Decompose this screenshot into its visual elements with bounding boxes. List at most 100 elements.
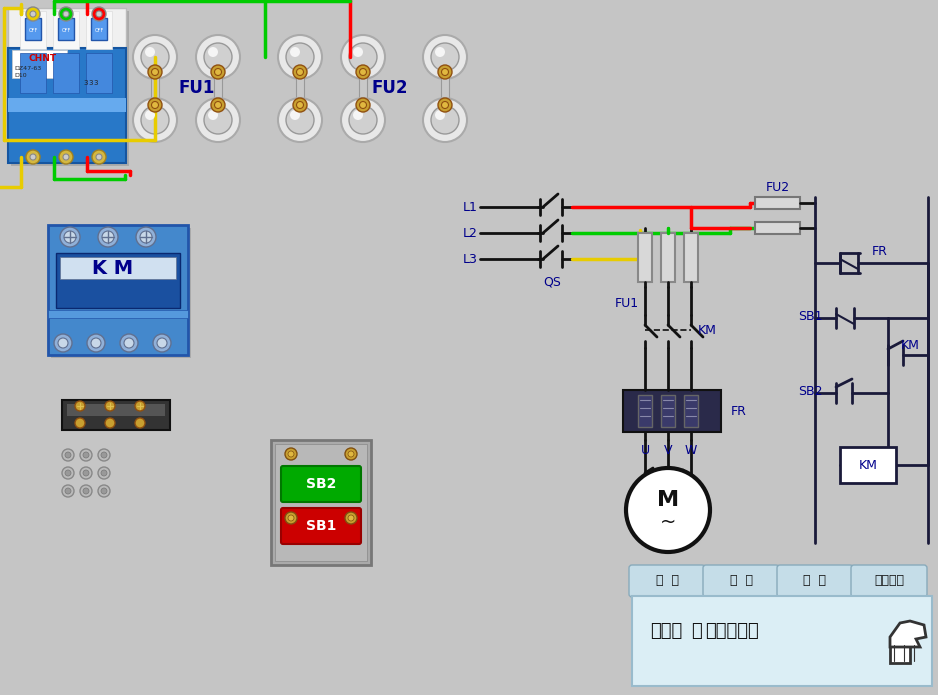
Circle shape <box>98 227 118 247</box>
Circle shape <box>438 98 452 112</box>
Text: L2: L2 <box>463 227 478 240</box>
Circle shape <box>293 98 307 112</box>
FancyBboxPatch shape <box>629 565 705 597</box>
Bar <box>12 50 67 78</box>
Text: OFF: OFF <box>95 28 103 33</box>
Text: KM: KM <box>858 459 877 471</box>
Circle shape <box>30 154 36 160</box>
Circle shape <box>341 98 385 142</box>
Circle shape <box>133 35 177 79</box>
Bar <box>890 645 910 663</box>
Circle shape <box>80 449 92 461</box>
Text: K M: K M <box>93 259 133 277</box>
Text: M: M <box>657 490 679 510</box>
Text: SB1: SB1 <box>798 309 823 322</box>
Text: CHNT: CHNT <box>28 54 56 63</box>
Circle shape <box>423 35 467 79</box>
Circle shape <box>157 338 167 348</box>
Circle shape <box>145 110 155 120</box>
Circle shape <box>341 35 385 79</box>
Circle shape <box>348 515 354 521</box>
Circle shape <box>92 7 106 21</box>
Text: U: U <box>641 443 649 457</box>
Circle shape <box>208 47 218 57</box>
Circle shape <box>83 488 89 494</box>
Circle shape <box>423 98 467 142</box>
Circle shape <box>62 449 74 461</box>
Bar <box>56 253 180 308</box>
Circle shape <box>152 101 159 108</box>
Circle shape <box>290 110 300 120</box>
Bar <box>638 395 652 427</box>
Bar <box>684 395 698 427</box>
Circle shape <box>211 98 225 112</box>
Bar <box>60 257 176 279</box>
Text: DZ47-63: DZ47-63 <box>14 65 41 70</box>
Bar <box>20 53 46 93</box>
FancyBboxPatch shape <box>777 565 853 597</box>
Circle shape <box>30 11 36 17</box>
Text: FR: FR <box>872 245 888 258</box>
Text: KM: KM <box>698 323 717 336</box>
FancyBboxPatch shape <box>703 565 779 597</box>
Circle shape <box>105 401 115 411</box>
Text: 保  存: 保 存 <box>730 575 752 587</box>
Text: ，请继续。: ，请继续。 <box>705 622 759 640</box>
Text: OFF: OFF <box>61 28 70 33</box>
Circle shape <box>65 452 71 458</box>
Circle shape <box>215 69 221 76</box>
Circle shape <box>26 150 40 164</box>
Circle shape <box>288 515 294 521</box>
Circle shape <box>59 7 73 21</box>
Circle shape <box>215 101 221 108</box>
Circle shape <box>349 43 377 71</box>
Circle shape <box>75 418 85 428</box>
Circle shape <box>208 110 218 120</box>
Bar <box>684 233 698 282</box>
Circle shape <box>153 334 171 352</box>
Circle shape <box>83 470 89 476</box>
Bar <box>441 72 449 105</box>
Bar <box>48 310 188 318</box>
Circle shape <box>290 47 300 57</box>
Circle shape <box>204 43 232 71</box>
Bar <box>632 596 932 686</box>
Circle shape <box>152 69 159 76</box>
Bar <box>661 395 675 427</box>
Circle shape <box>136 227 156 247</box>
Circle shape <box>196 98 240 142</box>
Bar <box>62 400 170 430</box>
Circle shape <box>431 106 459 134</box>
Text: FU1: FU1 <box>179 79 215 97</box>
Text: QS: QS <box>543 275 561 288</box>
Bar <box>53 53 79 93</box>
Text: 答  案: 答 案 <box>804 575 826 587</box>
Circle shape <box>26 7 40 21</box>
Circle shape <box>98 449 110 461</box>
Circle shape <box>359 101 367 108</box>
Circle shape <box>140 231 152 243</box>
Circle shape <box>80 467 92 479</box>
Circle shape <box>65 470 71 476</box>
Circle shape <box>626 468 710 552</box>
Circle shape <box>75 401 85 411</box>
Bar <box>51 228 191 358</box>
Bar <box>86 11 112 49</box>
Circle shape <box>101 488 107 494</box>
Bar <box>755 222 800 234</box>
Text: L1: L1 <box>463 200 478 213</box>
Bar <box>623 390 721 432</box>
Text: KM: KM <box>900 338 919 352</box>
Text: 接线正: 接线正 <box>650 622 682 640</box>
Circle shape <box>353 110 363 120</box>
Circle shape <box>62 467 74 479</box>
Bar <box>214 72 222 105</box>
Circle shape <box>288 451 294 457</box>
Bar <box>638 233 652 282</box>
Circle shape <box>124 338 134 348</box>
Circle shape <box>83 452 89 458</box>
FancyBboxPatch shape <box>851 565 927 597</box>
Circle shape <box>356 65 370 79</box>
Bar <box>48 225 188 355</box>
Circle shape <box>62 485 74 497</box>
